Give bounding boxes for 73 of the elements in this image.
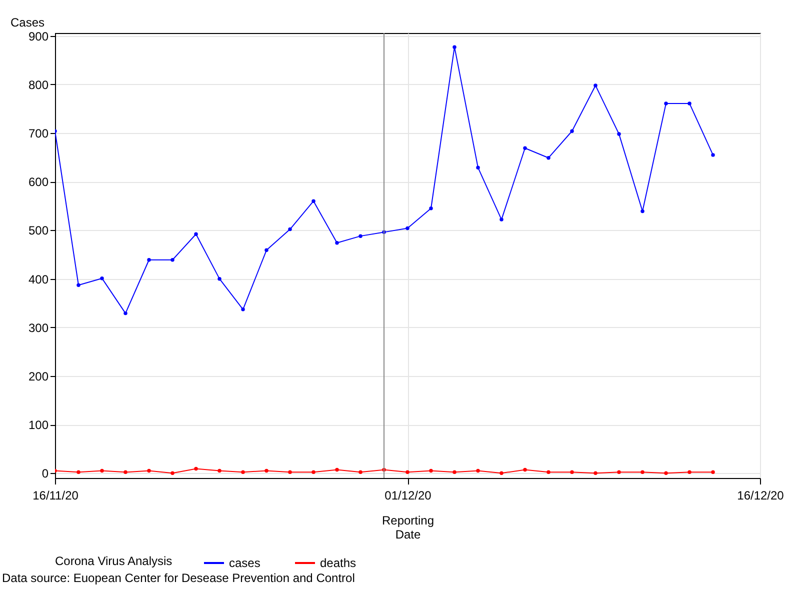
legend-label: deaths bbox=[320, 556, 356, 570]
y-tick-label: 500 bbox=[28, 224, 49, 238]
point bbox=[429, 468, 433, 473]
point bbox=[406, 226, 410, 230]
point bbox=[688, 470, 692, 474]
point bbox=[124, 470, 128, 474]
y-tick-label: 700 bbox=[28, 126, 49, 141]
point bbox=[124, 311, 128, 316]
point bbox=[546, 470, 550, 474]
y-tick-label: 300 bbox=[28, 320, 49, 335]
point bbox=[218, 276, 222, 281]
point bbox=[617, 470, 621, 474]
y-tick-label: 400 bbox=[28, 272, 49, 286]
point bbox=[688, 102, 692, 106]
x-tick-label: 16/11/20 bbox=[32, 488, 79, 502]
y-tick-label: 900 bbox=[28, 29, 49, 44]
point bbox=[452, 470, 456, 474]
point bbox=[194, 466, 198, 471]
point bbox=[170, 471, 174, 476]
x-tick-label: 16/12/20 bbox=[737, 488, 784, 502]
x-tick-label: 01/12/20 bbox=[384, 488, 432, 502]
point bbox=[711, 153, 715, 157]
point bbox=[76, 470, 80, 474]
point bbox=[546, 156, 550, 160]
point bbox=[500, 218, 504, 222]
point bbox=[358, 234, 362, 238]
legend-label: cases bbox=[229, 556, 260, 570]
point bbox=[617, 132, 621, 136]
y-axis-title: Cases bbox=[10, 16, 45, 30]
point bbox=[100, 276, 104, 280]
point bbox=[523, 468, 527, 472]
point bbox=[264, 248, 268, 252]
point bbox=[100, 468, 104, 473]
point bbox=[264, 468, 268, 473]
point bbox=[476, 468, 480, 473]
source-note: Data source: Euopean Center for Desease Prevention and Control bbox=[2, 571, 355, 585]
point bbox=[570, 470, 574, 474]
point bbox=[241, 308, 245, 312]
y-tick-label: 0 bbox=[42, 466, 49, 481]
point bbox=[288, 227, 292, 232]
point bbox=[312, 199, 316, 203]
point bbox=[452, 45, 456, 49]
point bbox=[570, 129, 574, 133]
point bbox=[335, 241, 339, 245]
point bbox=[218, 468, 222, 473]
y-tick-label: 100 bbox=[28, 418, 49, 432]
point bbox=[76, 283, 80, 287]
y-tick-label: 200 bbox=[28, 369, 49, 384]
legend-title: Corona Virus Analysis bbox=[55, 554, 172, 568]
y-tick-label: 800 bbox=[28, 78, 49, 92]
point bbox=[335, 468, 339, 472]
point bbox=[594, 471, 598, 476]
point bbox=[241, 470, 245, 474]
point bbox=[711, 470, 715, 474]
point bbox=[640, 209, 644, 214]
point bbox=[147, 258, 151, 262]
point bbox=[312, 470, 316, 474]
point bbox=[523, 146, 527, 150]
point bbox=[429, 206, 433, 210]
point bbox=[147, 468, 151, 473]
point bbox=[664, 102, 668, 106]
point bbox=[476, 166, 480, 170]
y-tick-label: 600 bbox=[28, 175, 49, 190]
point bbox=[358, 470, 362, 474]
point bbox=[500, 471, 504, 476]
point bbox=[640, 470, 644, 474]
point bbox=[664, 471, 668, 476]
point bbox=[170, 258, 174, 262]
point bbox=[594, 84, 598, 88]
point bbox=[288, 470, 292, 474]
point bbox=[194, 232, 198, 236]
point bbox=[406, 470, 410, 474]
x-axis-title: Reporting Date bbox=[382, 514, 434, 542]
